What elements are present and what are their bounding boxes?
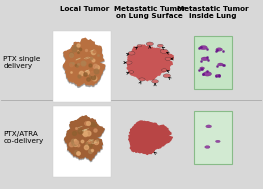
Ellipse shape [161, 69, 167, 71]
Ellipse shape [215, 74, 220, 77]
Ellipse shape [129, 71, 134, 73]
Ellipse shape [137, 45, 142, 47]
Text: Local Tumor: Local Tumor [60, 6, 109, 12]
Bar [53, 106, 110, 177]
Ellipse shape [146, 42, 153, 46]
Polygon shape [144, 48, 173, 73]
Bar [194, 111, 231, 164]
Ellipse shape [139, 78, 145, 81]
Ellipse shape [218, 63, 223, 66]
Bar [53, 31, 110, 102]
Ellipse shape [165, 57, 171, 60]
Ellipse shape [126, 61, 132, 64]
Text: PTX/ATRA
co-delivery: PTX/ATRA co-delivery [3, 131, 44, 144]
Text: PTX single
delivery: PTX single delivery [3, 56, 41, 69]
Polygon shape [144, 125, 172, 147]
Polygon shape [63, 39, 105, 87]
Ellipse shape [215, 140, 220, 143]
Polygon shape [65, 116, 104, 160]
Bar [194, 36, 231, 89]
Polygon shape [63, 38, 105, 86]
Polygon shape [129, 121, 163, 154]
Ellipse shape [201, 57, 208, 61]
Ellipse shape [128, 51, 135, 55]
Ellipse shape [151, 80, 159, 83]
Polygon shape [127, 45, 164, 81]
Text: Metastatic Tumor
inside Lung: Metastatic Tumor inside Lung [177, 6, 249, 19]
Ellipse shape [203, 72, 211, 76]
Ellipse shape [216, 48, 222, 51]
Ellipse shape [160, 49, 168, 53]
Ellipse shape [157, 44, 163, 47]
Ellipse shape [205, 146, 210, 148]
Polygon shape [64, 116, 105, 162]
Ellipse shape [200, 46, 207, 50]
Text: Metastatic Tumor
on Lung Surface: Metastatic Tumor on Lung Surface [114, 6, 186, 19]
Ellipse shape [163, 74, 170, 78]
Ellipse shape [200, 67, 205, 70]
Ellipse shape [206, 125, 211, 128]
